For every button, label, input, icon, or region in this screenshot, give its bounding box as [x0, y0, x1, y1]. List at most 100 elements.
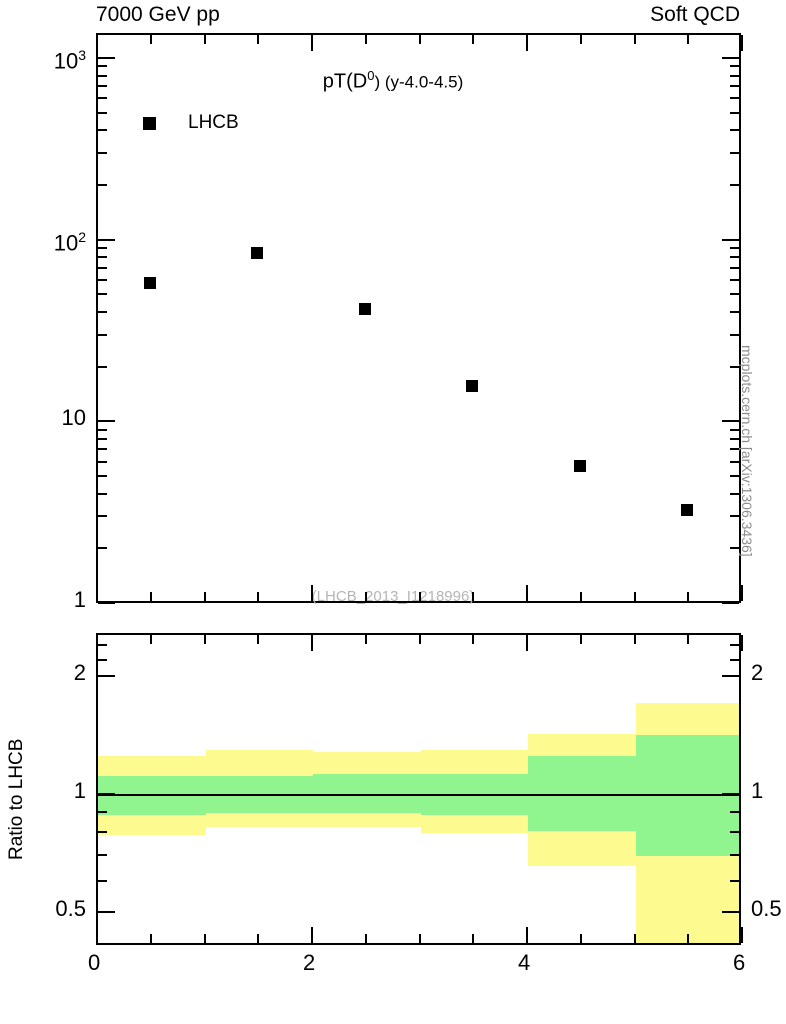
ratio-y-major-tick	[98, 793, 115, 795]
ratio-x-major-tick	[741, 927, 743, 943]
ratio-y-major-tick	[98, 675, 115, 677]
ratio-y-minor-tick	[730, 659, 739, 661]
x-minor-tick	[204, 35, 206, 44]
data-marker	[251, 247, 264, 260]
ratio-band-inner	[528, 755, 636, 831]
y-minor-tick	[98, 247, 107, 249]
x-minor-tick	[365, 35, 367, 44]
ratio-y-minor-tick	[730, 831, 739, 833]
y-minor-tick	[98, 256, 107, 258]
legend-marker-square-icon	[143, 116, 156, 130]
y-minor-tick	[98, 112, 107, 114]
y-label-base: 10	[53, 229, 79, 255]
y-major-tick	[98, 57, 115, 59]
x-axis-label: 0	[88, 950, 101, 975]
plot-title-main: pT(D	[322, 70, 368, 93]
y-minor-tick	[98, 493, 107, 495]
ratio-reference-line	[98, 794, 739, 796]
ratio-x-minor-tick	[150, 635, 152, 644]
y-minor-tick	[730, 429, 739, 431]
ratio-y-minor-tick	[98, 880, 107, 882]
y-minor-tick	[98, 311, 107, 313]
y-minor-tick	[98, 65, 107, 67]
y-minor-tick	[730, 97, 739, 99]
x-minor-tick	[257, 592, 259, 601]
ratio-band-inner	[313, 774, 421, 813]
y-axis-label-main: 102	[54, 226, 86, 254]
ratio-x-minor-tick	[204, 635, 206, 644]
y-minor-tick	[730, 247, 739, 249]
ratio-x-major-tick	[311, 635, 313, 651]
ratio-x-minor-tick	[634, 934, 636, 943]
ratio-x-major-tick	[96, 635, 98, 651]
main-plot-frame	[96, 33, 741, 603]
y-minor-tick	[98, 184, 107, 186]
y-minor-tick	[98, 475, 107, 477]
ratio-y-minor-tick	[98, 831, 107, 833]
ratio-y-major-tick	[722, 793, 739, 795]
y-major-tick	[722, 602, 739, 604]
ratio-x-major-tick	[96, 927, 98, 943]
x-minor-tick	[687, 35, 689, 44]
x-major-tick	[96, 585, 98, 601]
x-major-tick	[526, 585, 528, 601]
ratio-x-minor-tick	[365, 934, 367, 943]
plot-title-superscript: 0	[367, 68, 375, 83]
x-minor-tick	[634, 35, 636, 44]
y-minor-tick	[98, 547, 107, 549]
y-minor-tick	[730, 366, 739, 368]
x-minor-tick	[472, 35, 474, 44]
y-minor-tick	[98, 152, 107, 154]
y-minor-tick	[730, 112, 739, 114]
header-process-label: Soft QCD	[650, 3, 740, 26]
x-minor-tick	[150, 592, 152, 601]
ratio-x-minor-tick	[257, 934, 259, 943]
y-major-tick	[722, 239, 739, 241]
legend-label-lhcb: LHCB	[188, 112, 239, 133]
ratio-x-minor-tick	[472, 934, 474, 943]
y-minor-tick	[98, 293, 107, 295]
y-minor-tick	[730, 461, 739, 463]
y-minor-tick	[730, 184, 739, 186]
ratio-x-major-tick	[311, 927, 313, 943]
y-minor-tick	[730, 547, 739, 549]
ratio-x-minor-tick	[687, 635, 689, 644]
ratio-plot-frame	[96, 633, 741, 945]
ratio-x-minor-tick	[419, 635, 421, 644]
x-minor-tick	[419, 35, 421, 44]
x-minor-tick	[150, 35, 152, 44]
x-axis-label: 2	[303, 950, 316, 975]
y-minor-tick	[730, 267, 739, 269]
x-minor-tick	[580, 592, 582, 601]
y-minor-tick	[98, 515, 107, 517]
y-minor-tick	[730, 152, 739, 154]
y-axis-label-main: 10	[62, 407, 86, 429]
x-minor-tick	[634, 592, 636, 601]
x-minor-tick	[580, 35, 582, 44]
x-major-tick	[741, 585, 743, 601]
y-minor-tick	[98, 85, 107, 87]
y-major-tick	[98, 602, 115, 604]
y-minor-tick	[730, 129, 739, 131]
y-minor-tick	[730, 493, 739, 495]
ratio-y-major-tick	[98, 911, 115, 913]
ratio-x-minor-tick	[472, 635, 474, 644]
ratio-x-minor-tick	[150, 934, 152, 943]
y-minor-tick	[98, 267, 107, 269]
y-minor-tick	[730, 334, 739, 336]
x-minor-tick	[419, 592, 421, 601]
data-marker	[358, 303, 371, 315]
ratio-y-minor-tick	[730, 811, 739, 813]
ratio-x-minor-tick	[419, 934, 421, 943]
ratio-y-label-right: 2	[751, 660, 764, 685]
ratio-x-major-tick	[526, 927, 528, 943]
y-minor-tick	[98, 97, 107, 99]
ratio-x-major-tick	[526, 635, 528, 651]
ratio-y-label-left: 2	[73, 660, 86, 685]
y-minor-tick	[730, 75, 739, 77]
y-minor-tick	[730, 438, 739, 440]
ratio-y-minor-tick	[98, 659, 107, 661]
y-axis-label-main: 103	[54, 44, 86, 72]
